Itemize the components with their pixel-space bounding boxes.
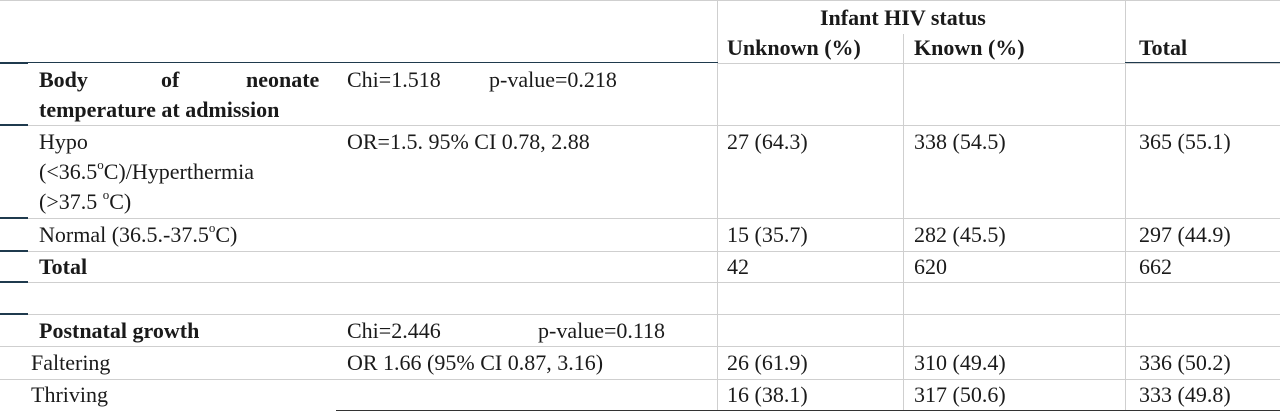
divider [0, 314, 1280, 315]
divider [0, 379, 1280, 380]
divider [0, 0, 1280, 1]
divider [0, 251, 1280, 252]
divider [0, 346, 1280, 347]
column-header-known: Known (%) [914, 35, 1025, 60]
row-label: Hypo [39, 129, 88, 154]
degree-mark: o [208, 219, 216, 235]
row-label: (>37.5 oC) [39, 186, 132, 215]
cell-known: 620 [914, 254, 947, 279]
chi-square-value: Chi=2.446 [347, 318, 441, 343]
row-marker [0, 250, 28, 252]
cell-total: 336 (50.2) [1139, 350, 1231, 375]
divider [336, 410, 1280, 411]
row-label-part: Normal (36.5.-37.5 [39, 222, 209, 247]
degree-mark: o [97, 156, 104, 172]
cell-total: 365 (55.1) [1139, 129, 1231, 154]
cell-unknown: 15 (35.7) [727, 222, 808, 247]
cell-total: 297 (44.9) [1139, 222, 1231, 247]
odds-ratio: OR 1.66 (95% CI 0.87, 3.16) [347, 350, 604, 375]
row-marker [0, 313, 28, 315]
divider [717, 0, 718, 410]
row-label: Faltering [31, 350, 111, 375]
cell-unknown: 16 (38.1) [727, 382, 808, 407]
section-title: temperature at admission [39, 97, 280, 122]
cell-known: 310 (49.4) [914, 350, 1006, 375]
column-group-header: Infant HIV status [820, 5, 986, 30]
cell-known: 282 (45.5) [914, 222, 1006, 247]
row-label-part: (>37.5 [39, 189, 103, 214]
chi-square-value: Chi=1.518 [347, 67, 441, 92]
row-label: Thriving [31, 382, 108, 407]
section-title: Postnatal growth [39, 318, 200, 343]
row-label: Normal (36.5.-37.5oC) [39, 219, 238, 248]
cell-unknown: 27 (64.3) [727, 129, 808, 154]
cell-known: 317 (50.6) [914, 382, 1006, 407]
divider [1125, 0, 1126, 410]
row-label: (<36.5oC)/Hyperthermia [39, 156, 255, 185]
column-header-total: Total [1139, 35, 1188, 60]
cell-unknown: 26 (61.9) [727, 350, 808, 375]
cell-unknown: 42 [727, 254, 749, 279]
divider [0, 282, 1280, 283]
divider [0, 125, 1280, 126]
cell-total: 662 [1139, 254, 1172, 279]
divider [717, 63, 1280, 64]
divider [903, 34, 904, 410]
section-title-word: Body [39, 67, 88, 92]
row-marker [0, 62, 28, 64]
row-marker [1125, 62, 1280, 63]
p-value: p-value=0.218 [489, 67, 617, 92]
divider [0, 218, 1280, 219]
row-marker [0, 281, 28, 283]
row-marker [0, 124, 28, 126]
section-title-word: of [161, 67, 180, 92]
p-value: p-value=0.118 [538, 318, 666, 343]
row-label-part: (<36.5 [39, 159, 98, 184]
row-label-part: C) [215, 222, 238, 247]
row-marker [28, 62, 718, 63]
row-label-part: C) [109, 189, 132, 214]
section-title-word: neonate [246, 67, 320, 92]
row-label-part: C)/Hyperthermia [103, 159, 255, 184]
cell-known: 338 (54.5) [914, 129, 1006, 154]
row-label: Total [39, 254, 88, 279]
row-marker [0, 217, 28, 219]
column-header-unknown: Unknown (%) [727, 35, 861, 60]
degree-mark: o [102, 186, 110, 202]
odds-ratio: OR=1.5. 95% CI 0.78, 2.88 [347, 129, 590, 154]
cell-total: 333 (49.8) [1139, 382, 1231, 407]
